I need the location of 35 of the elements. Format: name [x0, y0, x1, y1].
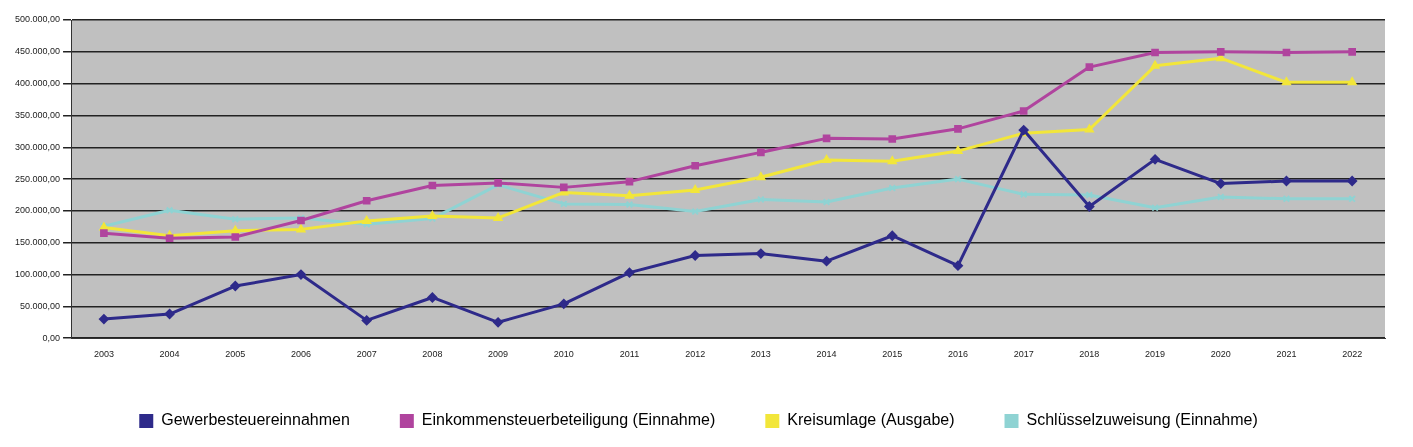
x-tick-label: 2009 — [488, 349, 509, 360]
legend-label: Einkommensteuerbeteiligung (Einnahme) — [421, 411, 716, 429]
x-tick-label: 2021 — [1276, 349, 1297, 360]
x-tick-label: 2004 — [159, 349, 180, 360]
x-tick-label: 2017 — [1013, 349, 1034, 360]
legend-label: Gewerbesteuereinnahmen — [161, 411, 350, 429]
x-tick-label: 2019 — [1145, 349, 1166, 360]
x-tick-label: 2008 — [422, 349, 443, 360]
x-tick-label: 2007 — [356, 349, 377, 360]
y-tick-label: 400.000,00 — [15, 78, 61, 89]
legend-label: Schlüsselzuweisung (Einnahme) — [1026, 411, 1258, 429]
x-tick-label: 2014 — [816, 349, 837, 360]
x-tick-label: 2018 — [1079, 349, 1100, 360]
x-tick-label: 2006 — [290, 349, 311, 360]
x-tick-label: 2003 — [93, 349, 114, 360]
x-tick-label: 2012 — [685, 349, 706, 360]
y-tick-label: 250.000,00 — [15, 173, 61, 184]
y-tick-label: 200.000,00 — [15, 205, 61, 216]
x-tick-label: 2015 — [882, 349, 903, 360]
y-tick-label: 150.000,00 — [15, 237, 61, 248]
legend-label: Kreisumlage (Ausgabe) — [787, 411, 955, 429]
y-tick-label: 0,00 — [42, 332, 61, 343]
y-tick-label: 350.000,00 — [15, 109, 61, 120]
y-tick-label: 450.000,00 — [15, 46, 61, 57]
x-tick-label: 2016 — [947, 349, 968, 360]
y-tick-label: 300.000,00 — [15, 141, 61, 152]
y-tick-label: 100.000,00 — [15, 269, 61, 280]
y-tick-label: 50.000,00 — [20, 300, 61, 311]
x-tick-label: 2022 — [1342, 349, 1363, 360]
x-tick-label: 2011 — [619, 349, 640, 360]
x-tick-label: 2020 — [1210, 349, 1231, 360]
x-tick-label: 2013 — [750, 349, 771, 360]
x-tick-label: 2010 — [553, 349, 574, 360]
y-tick-label: 500.000,00 — [15, 14, 61, 25]
x-tick-label: 2005 — [225, 349, 246, 360]
